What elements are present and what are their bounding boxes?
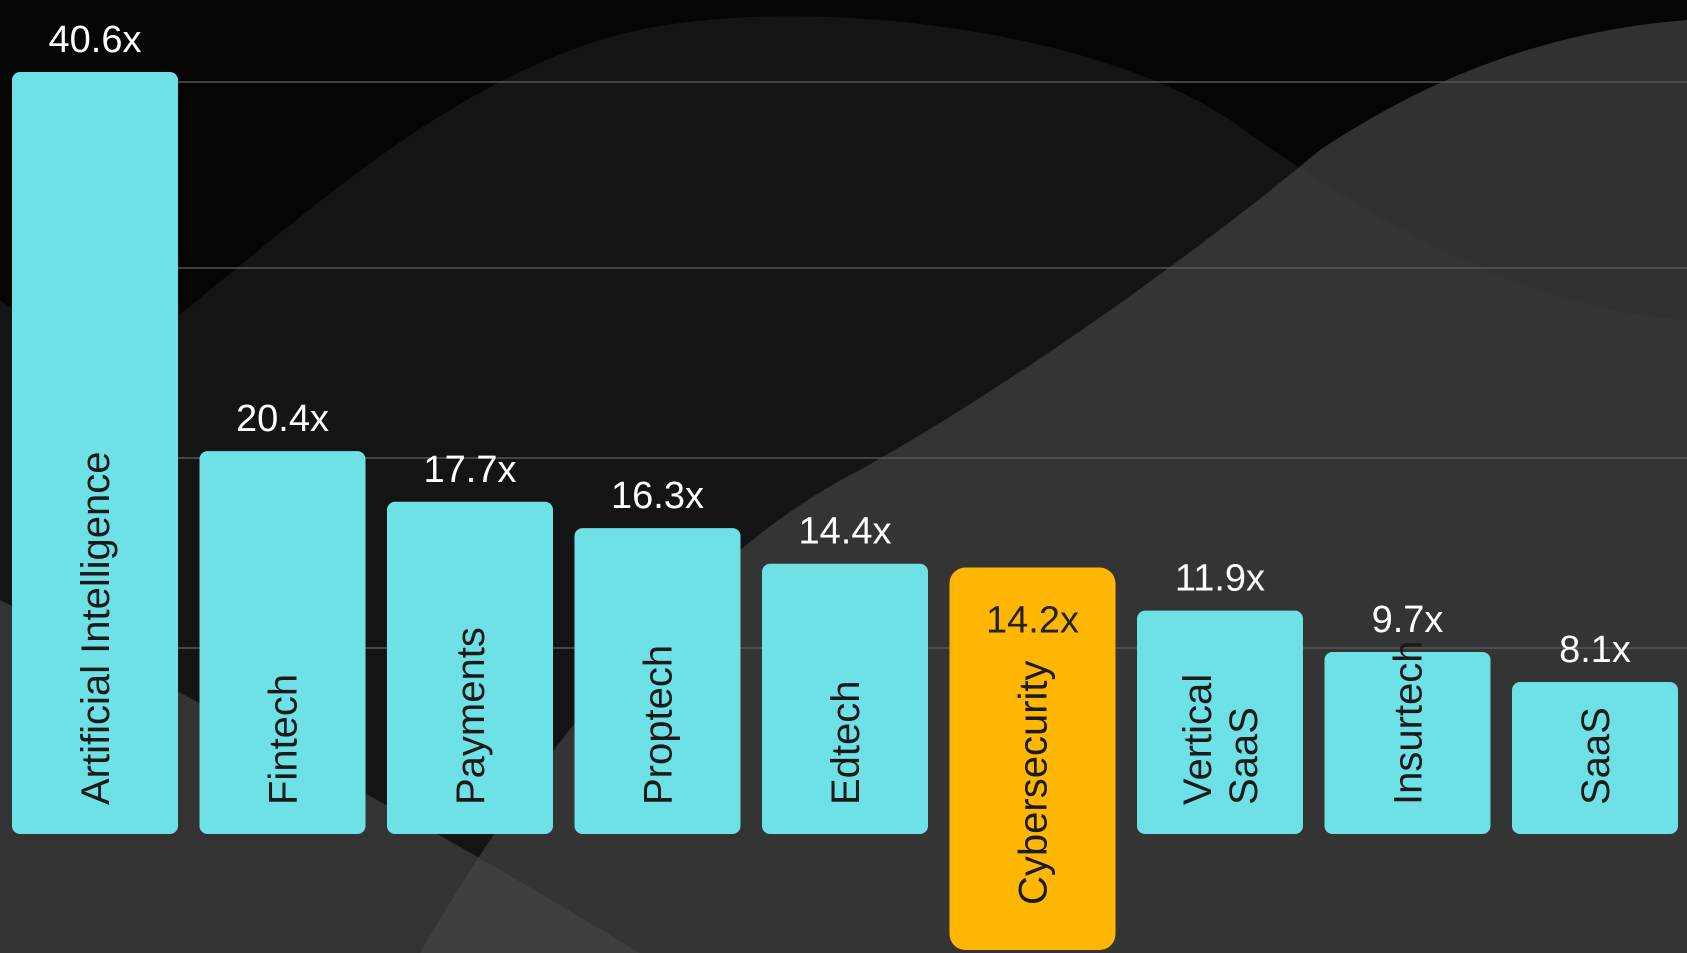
category-label-payments: Payments	[449, 627, 493, 805]
bar-cybersecurity	[949, 567, 1116, 950]
value-label-artificial-intelligence: 40.6x	[49, 19, 142, 61]
category-label-vertical-saas-line-2: SaaS	[1222, 707, 1266, 805]
value-label-saas: 8.1x	[1559, 629, 1631, 671]
category-label-vertical-saas-line-1: Vertical	[1176, 674, 1220, 805]
value-label-vertical-saas: 11.9x	[1175, 558, 1265, 600]
category-label-artificial-intelligence: Artificial Intelligence	[74, 452, 118, 806]
bar-group-payments: 17.7x Payments	[387, 449, 553, 834]
bar-fintech	[199, 451, 366, 834]
category-label-edtech: Edtech	[824, 680, 868, 805]
bar-group-cybersecurity: 14.2x Cybersecurity	[949, 567, 1116, 950]
bar-group-saas: 8.1x SaaS	[1512, 629, 1678, 834]
bar-group-artificial-intelligence: 40.6x Artificial Intelligence	[12, 19, 178, 834]
bar-group-edtech: 14.4x Edtech	[762, 511, 928, 834]
bar-artificial-intelligence	[12, 72, 178, 834]
value-label-fintech: 20.4x	[236, 398, 329, 440]
bars: 40.6x Artificial Intelligence 20.4x Fintech…	[12, 19, 1678, 950]
category-label-fintech: Fintech	[262, 674, 306, 805]
value-label-insurtech: 9.7x	[1372, 599, 1444, 641]
category-label-saas: SaaS	[1574, 707, 1618, 805]
bar-payments	[387, 501, 553, 834]
bar-edtech	[762, 563, 928, 834]
category-label-proptech: Proptech	[637, 645, 681, 805]
bar-proptech	[574, 528, 741, 834]
category-label-insurtech: Insurtech	[1387, 640, 1431, 805]
bar-group-fintech: 20.4x Fintech	[199, 398, 366, 834]
value-label-proptech: 16.3x	[611, 475, 704, 517]
value-label-cybersecurity: 14.2x	[986, 599, 1079, 641]
category-label-cybersecurity: Cybersecurity	[1012, 660, 1056, 905]
bar-saas	[1512, 681, 1678, 834]
bar-insurtech	[1324, 651, 1491, 834]
value-label-edtech: 14.4x	[799, 511, 892, 553]
bar-group-proptech: 16.3x Proptech	[574, 475, 741, 834]
bar-group-vertical-saas: 11.9x Vertical SaaS	[1137, 558, 1303, 834]
bar-vertical-saas	[1137, 610, 1303, 834]
background-wave-top	[0, 0, 1687, 343]
value-label-payments: 17.7x	[424, 449, 517, 491]
